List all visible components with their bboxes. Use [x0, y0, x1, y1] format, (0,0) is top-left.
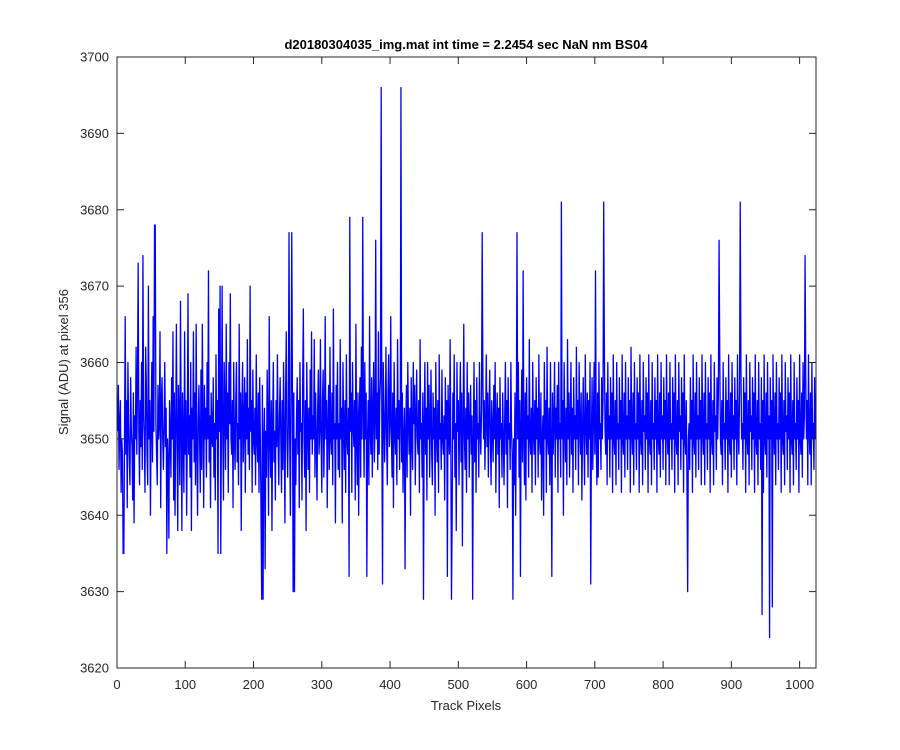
x-tick-label: 400	[379, 677, 401, 692]
x-tick-label: 300	[311, 677, 333, 692]
chart-title: d20180304035_img.mat int time = 2.2454 s…	[284, 37, 648, 52]
y-tick-label: 3620	[80, 661, 109, 676]
y-tick-label: 3700	[80, 50, 109, 65]
signal-series-line	[117, 86, 816, 639]
x-tick-label: 800	[652, 677, 674, 692]
x-tick-label: 1000	[785, 677, 814, 692]
y-axis: 3620 3630 3640 3650 3660 3670 3680 3690 3700	[80, 50, 816, 676]
y-tick-label: 3690	[80, 126, 109, 141]
y-tick-label: 3640	[80, 508, 109, 523]
x-tick-label: 0	[113, 677, 120, 692]
y-tick-label: 3670	[80, 279, 109, 294]
x-tick-label: 900	[721, 677, 743, 692]
y-tick-label: 3630	[80, 584, 109, 599]
y-tick-label: 3660	[80, 355, 109, 370]
x-tick-label: 200	[243, 677, 265, 692]
x-axis-title: Track Pixels	[431, 698, 502, 713]
x-tick-label: 100	[174, 677, 196, 692]
x-axis: 0 100 200 300 400 500 600 700 800 900 1000	[113, 57, 814, 692]
y-tick-label: 3680	[80, 202, 109, 217]
y-axis-title: Signal (ADU) at pixel 356	[56, 289, 71, 435]
y-tick-label: 3650	[80, 431, 109, 446]
x-tick-label: 500	[447, 677, 469, 692]
x-tick-label: 600	[516, 677, 538, 692]
x-tick-label: 700	[584, 677, 606, 692]
